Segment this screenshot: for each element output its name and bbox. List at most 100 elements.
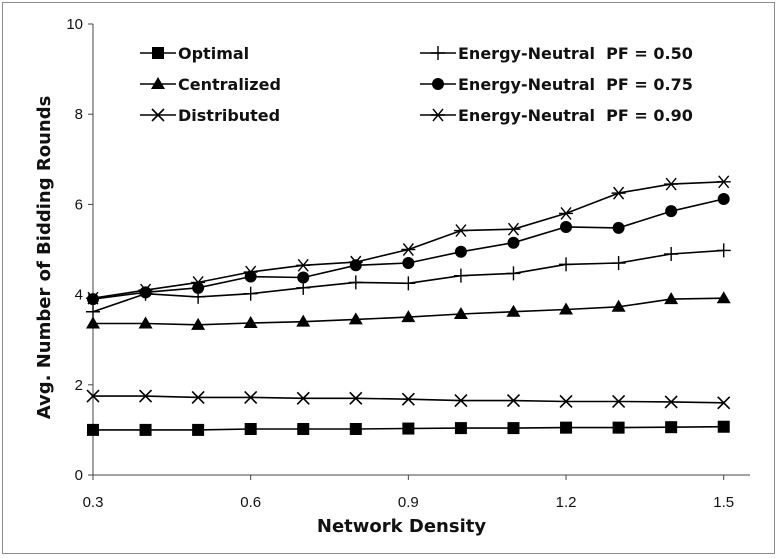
- data-point: [401, 243, 416, 256]
- data-point: [138, 316, 153, 329]
- data-point: [191, 275, 206, 289]
- data-point: [348, 255, 363, 269]
- data-point: [716, 291, 731, 304]
- data-point: [244, 422, 257, 435]
- data-point: [612, 421, 625, 434]
- data-point: [243, 265, 258, 279]
- x-tick-label: 0.3: [83, 494, 104, 511]
- data-point: [454, 245, 467, 258]
- data-point: [138, 389, 153, 403]
- data-point: [665, 205, 678, 218]
- data-point: [402, 422, 415, 435]
- data-point: [453, 268, 468, 283]
- data-point: [664, 247, 679, 262]
- series-layer: [86, 175, 731, 436]
- data-point: [560, 421, 573, 434]
- legend-label: Distributed: [178, 106, 280, 125]
- y-tick-label: 4: [75, 287, 83, 304]
- legend-item: Energy-Neutral PF = 0.90: [420, 106, 693, 125]
- legend-label: Energy-Neutral PF = 0.50: [458, 44, 693, 63]
- data-point: [297, 271, 310, 284]
- data-point: [717, 396, 731, 410]
- legend-item: Energy-Neutral PF = 0.75: [420, 75, 693, 94]
- data-point: [87, 423, 99, 436]
- data-point: [243, 316, 258, 329]
- data-point: [191, 317, 206, 330]
- data-point: [454, 422, 467, 435]
- data-point: [717, 192, 730, 205]
- x-axis-title: Network Density: [317, 516, 486, 537]
- data-point: [559, 394, 573, 409]
- series-square: [87, 420, 730, 436]
- legend-label: Centralized: [178, 75, 281, 94]
- data-point: [506, 266, 521, 281]
- data-point: [611, 299, 626, 312]
- data-point: [192, 281, 205, 294]
- legend-label: Energy-Neutral PF = 0.90: [458, 106, 693, 125]
- data-point: [506, 394, 521, 408]
- data-point: [348, 312, 363, 325]
- data-point: [453, 224, 468, 238]
- data-point: [192, 423, 205, 436]
- y-tick-label: 6: [75, 196, 83, 213]
- data-point: [611, 256, 626, 271]
- legend-marker: [151, 108, 165, 122]
- legend-marker: [151, 77, 165, 89]
- data-point: [296, 258, 311, 272]
- data-point: [138, 283, 153, 297]
- data-point: [243, 286, 258, 301]
- data-point: [612, 394, 626, 409]
- x-tick-label: 0.9: [398, 494, 419, 511]
- data-point: [664, 395, 678, 409]
- data-point: [244, 270, 257, 283]
- data-point: [664, 177, 679, 191]
- data-point: [349, 422, 362, 435]
- data-point: [86, 304, 100, 319]
- data-point: [348, 275, 363, 290]
- data-point: [296, 314, 311, 327]
- legend-marker: [431, 46, 445, 60]
- data-point: [507, 422, 520, 435]
- data-point: [244, 390, 258, 404]
- x-tick-label: 0.6: [240, 494, 261, 511]
- series-x: [86, 389, 731, 410]
- x-tick-label: 1.5: [713, 494, 734, 511]
- x-tick-label: 1.2: [556, 494, 577, 511]
- legend: Optimal Centralized Distributed Energy-Neut…: [140, 44, 693, 125]
- series-triangle: [86, 291, 731, 330]
- data-point: [349, 391, 363, 405]
- data-point: [86, 291, 100, 305]
- data-point: [402, 257, 415, 270]
- data-point: [506, 304, 521, 317]
- legend-item: Optimal: [140, 44, 249, 63]
- y-tick-label: 10: [66, 16, 83, 33]
- data-point: [139, 423, 152, 436]
- data-point: [401, 392, 415, 406]
- series-plus: [86, 243, 731, 319]
- data-point: [559, 302, 574, 315]
- legend-item: Centralized: [140, 75, 281, 94]
- legend-marker: [432, 78, 444, 90]
- data-point: [612, 221, 625, 234]
- y-tick-label: 8: [75, 106, 83, 123]
- y-tick-label: 2: [75, 377, 83, 394]
- series-star: [86, 175, 731, 305]
- legend-label: Energy-Neutral PF = 0.75: [458, 75, 693, 94]
- data-point: [559, 257, 574, 272]
- legend-marker: [431, 108, 445, 122]
- data-point: [506, 222, 521, 236]
- data-point: [401, 310, 416, 323]
- data-point: [716, 243, 731, 258]
- data-point: [453, 306, 468, 319]
- data-point: [559, 206, 574, 220]
- data-point: [86, 316, 100, 329]
- data-point: [139, 286, 152, 299]
- legend-marker: [152, 47, 164, 59]
- data-point: [191, 390, 205, 404]
- axes: 0 2 4 6 8 10 0.3 0.6 0.9 1.2 1.5: [66, 16, 750, 511]
- data-point: [611, 186, 626, 200]
- data-point: [296, 391, 310, 405]
- legend-item: Energy-Neutral PF = 0.50: [420, 44, 693, 63]
